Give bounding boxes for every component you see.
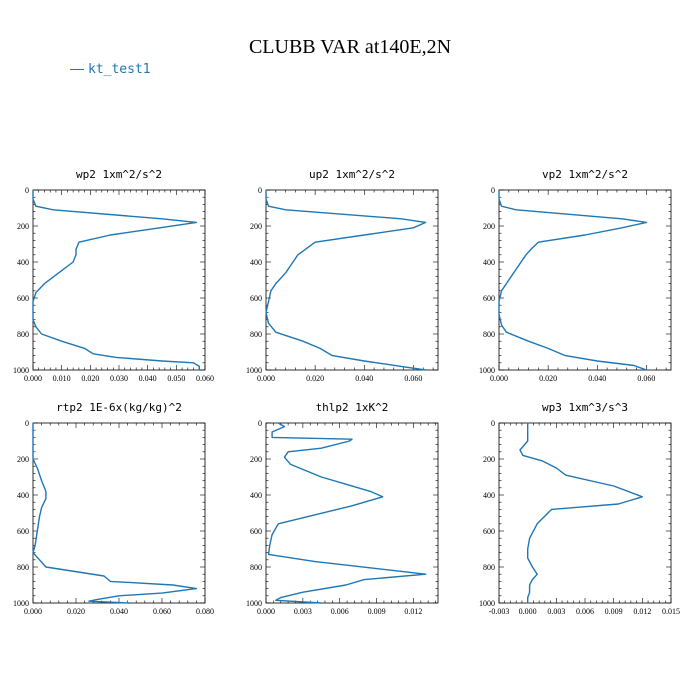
y-tick-label: 400 (483, 491, 495, 500)
plot-frame (32, 189, 206, 371)
x-tick-label: 0.060 (153, 607, 171, 616)
x-tick-label: 0.040 (588, 374, 606, 383)
y-tick-label: 200 (17, 222, 29, 231)
x-tick-label: 0.020 (81, 374, 99, 383)
x-tick-label: 0.009 (605, 607, 623, 616)
plot-frame (265, 189, 439, 371)
x-tick-label: 0.050 (167, 374, 185, 383)
y-tick-label: 800 (17, 330, 29, 339)
y-tick-label: 1000 (246, 366, 262, 375)
panel-title: rtp2 1E-6x(kg/kg)^2 (56, 401, 182, 414)
y-tick-label: 1000 (13, 599, 29, 608)
x-tick-label: 0.009 (368, 607, 386, 616)
y-tick-label: 400 (17, 491, 29, 500)
legend-label: kt_test1 (88, 62, 151, 77)
series-line (519, 423, 643, 603)
y-tick-label: 200 (250, 222, 262, 231)
y-tick-label: 200 (483, 455, 495, 464)
chart-panel-6: wp3 1xm^3/s^3 -0.003 0.000 0.003 0.006 0.009 0… (479, 401, 680, 616)
x-tick-label: 0.000 (257, 374, 275, 383)
y-tick-label: 600 (483, 527, 495, 536)
figure-title: CLUBB VAR at140E,2N (248, 36, 452, 58)
chart-panel-4: rtp2 1E-6x(kg/kg)^2 0.000 0.020 0.040 0.060 0… (13, 401, 214, 616)
x-tick-label: 0.060 (637, 374, 655, 383)
y-tick-label: 0 (491, 186, 495, 195)
y-tick-label: 600 (17, 527, 29, 536)
y-tick-label: 1000 (479, 599, 495, 608)
plot-frame (498, 422, 672, 604)
legend-line-swatch (70, 69, 84, 70)
x-tick-label: 0.030 (110, 374, 128, 383)
x-tick-label: 0.040 (139, 374, 157, 383)
x-tick-label: 0.060 (404, 374, 422, 383)
y-tick-label: 400 (483, 258, 495, 267)
y-tick-label: 0 (258, 419, 262, 428)
y-tick-label: 800 (250, 563, 262, 572)
chart-panel-3: vp2 1xm^2/s^2 0.000 0.020 0.040 0.060 0 200 400… (479, 168, 672, 383)
x-tick-label: 0.060 (196, 374, 214, 383)
y-tick-label: 800 (250, 330, 262, 339)
x-tick-label: 0.003 (294, 607, 312, 616)
y-tick-label: 400 (17, 258, 29, 267)
panel-title: thlp2 1xK^2 (316, 401, 389, 414)
x-tick-label: 0.040 (355, 374, 373, 383)
x-tick-label: 0.000 (519, 607, 537, 616)
plot-frame (265, 422, 439, 604)
y-tick-label: 400 (250, 258, 262, 267)
panel-title: wp3 1xm^3/s^3 (542, 401, 628, 414)
x-tick-label: 0.012 (404, 607, 422, 616)
chart-panel-1: wp2 1xm^2/s^2 0.000 0.010 0.020 0.030 0.040 0.… (13, 168, 214, 383)
panel-title: vp2 1xm^2/s^2 (542, 168, 628, 181)
x-tick-label: 0.003 (547, 607, 565, 616)
chart-panel-5: thlp2 1xK^2 0.000 0.003 0.006 0.009 0.012 0 200… (246, 401, 439, 616)
y-tick-label: 0 (25, 419, 29, 428)
y-tick-label: 200 (250, 455, 262, 464)
series-line (32, 190, 201, 370)
y-tick-label: 0 (491, 419, 495, 428)
x-tick-label: 0.020 (306, 374, 324, 383)
legend: kt_test1 (70, 62, 151, 77)
y-tick-label: 400 (250, 491, 262, 500)
y-tick-label: 600 (250, 527, 262, 536)
x-tick-label: 0.000 (24, 374, 42, 383)
y-tick-label: 200 (17, 455, 29, 464)
x-tick-label: 0.020 (67, 607, 85, 616)
x-tick-label: 0.000 (490, 374, 508, 383)
y-tick-label: 200 (483, 222, 495, 231)
y-tick-label: 1000 (13, 366, 29, 375)
x-tick-label: 0.006 (331, 607, 349, 616)
plot-frame (498, 189, 672, 371)
x-tick-label: 0.080 (196, 607, 214, 616)
x-tick-label: 0.010 (53, 374, 71, 383)
x-tick-label: 0.020 (539, 374, 557, 383)
y-tick-label: 600 (483, 294, 495, 303)
x-tick-label: 0.006 (576, 607, 594, 616)
x-tick-label: -0.003 (489, 607, 510, 616)
y-tick-label: 0 (258, 186, 262, 195)
x-tick-label: 0.000 (24, 607, 42, 616)
x-tick-label: 0.015 (662, 607, 680, 616)
y-tick-label: 800 (17, 563, 29, 572)
series-line (267, 422, 427, 604)
x-tick-label: 0.012 (633, 607, 651, 616)
y-tick-label: 800 (483, 330, 495, 339)
series-line (265, 190, 427, 371)
plot-frame (32, 422, 206, 604)
x-tick-label: 0.000 (257, 607, 275, 616)
panel-title: up2 1xm^2/s^2 (309, 168, 395, 181)
y-tick-label: 0 (25, 186, 29, 195)
y-tick-label: 1000 (246, 599, 262, 608)
y-tick-label: 600 (250, 294, 262, 303)
series-line (498, 190, 648, 371)
chart-panel-2: up2 1xm^2/s^2 0.000 0.020 0.040 0.060 0 200 400… (246, 168, 439, 383)
series-line (32, 423, 198, 604)
y-tick-label: 800 (483, 563, 495, 572)
y-tick-label: 1000 (479, 366, 495, 375)
x-tick-label: 0.040 (110, 607, 128, 616)
panel-title: wp2 1xm^2/s^2 (76, 168, 162, 181)
y-tick-label: 600 (17, 294, 29, 303)
